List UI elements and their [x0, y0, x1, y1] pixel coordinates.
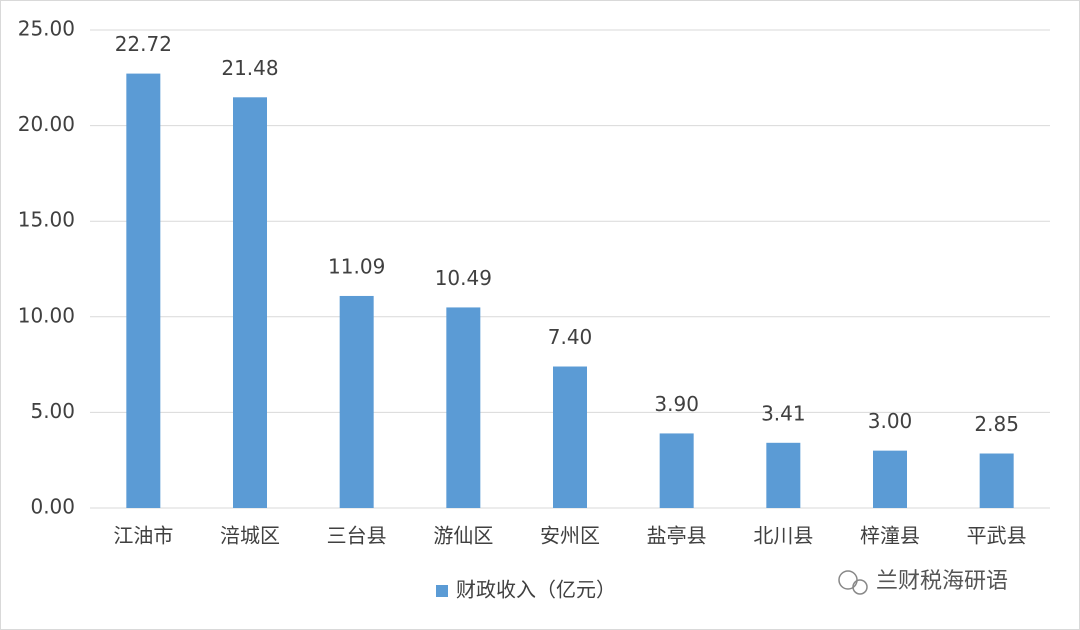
data-label: 7.40: [548, 325, 593, 349]
bar: [659, 433, 694, 508]
x-tick-label: 北川县: [753, 524, 813, 548]
legend-swatch: [436, 585, 448, 597]
data-label: 22.72: [115, 32, 172, 56]
bar: [979, 453, 1014, 508]
y-tick-label: 25.00: [18, 17, 75, 41]
data-label: 3.90: [654, 392, 699, 416]
watermark-icon: [852, 579, 868, 595]
bar: [553, 366, 587, 508]
data-label: 3.41: [761, 401, 806, 425]
y-tick-label: 10.00: [18, 303, 75, 327]
data-label: 3.00: [868, 409, 913, 433]
y-tick-label: 0.00: [30, 495, 75, 519]
y-tick-label: 20.00: [18, 112, 75, 136]
legend-label: 财政收入（亿元）: [456, 578, 616, 602]
data-label: 10.49: [435, 266, 492, 290]
data-label: 11.09: [328, 254, 385, 278]
bar: [446, 307, 481, 508]
bar: [126, 73, 161, 508]
y-tick-label: 15.00: [18, 208, 75, 232]
x-tick-label: 游仙区: [433, 524, 493, 548]
bar: [339, 295, 374, 508]
x-tick-label: 安州区: [540, 524, 600, 548]
x-tick-label: 盐亭县: [647, 524, 707, 548]
watermark-text: 兰财税海研语: [876, 569, 1008, 594]
x-tick-label: 涪城区: [220, 524, 280, 548]
x-tick-label: 平武县: [967, 524, 1027, 548]
watermark: 兰财税海研语: [838, 569, 1008, 595]
data-label: 2.85: [974, 412, 1019, 436]
data-label: 21.48: [221, 56, 278, 80]
bar: [873, 450, 907, 508]
x-tick-label: 江油市: [113, 524, 173, 548]
x-tick-label: 梓潼县: [860, 524, 920, 548]
bar: [766, 442, 801, 508]
y-tick-label: 5.00: [30, 399, 75, 423]
bar: [233, 97, 267, 508]
x-tick-label: 三台县: [327, 524, 387, 548]
